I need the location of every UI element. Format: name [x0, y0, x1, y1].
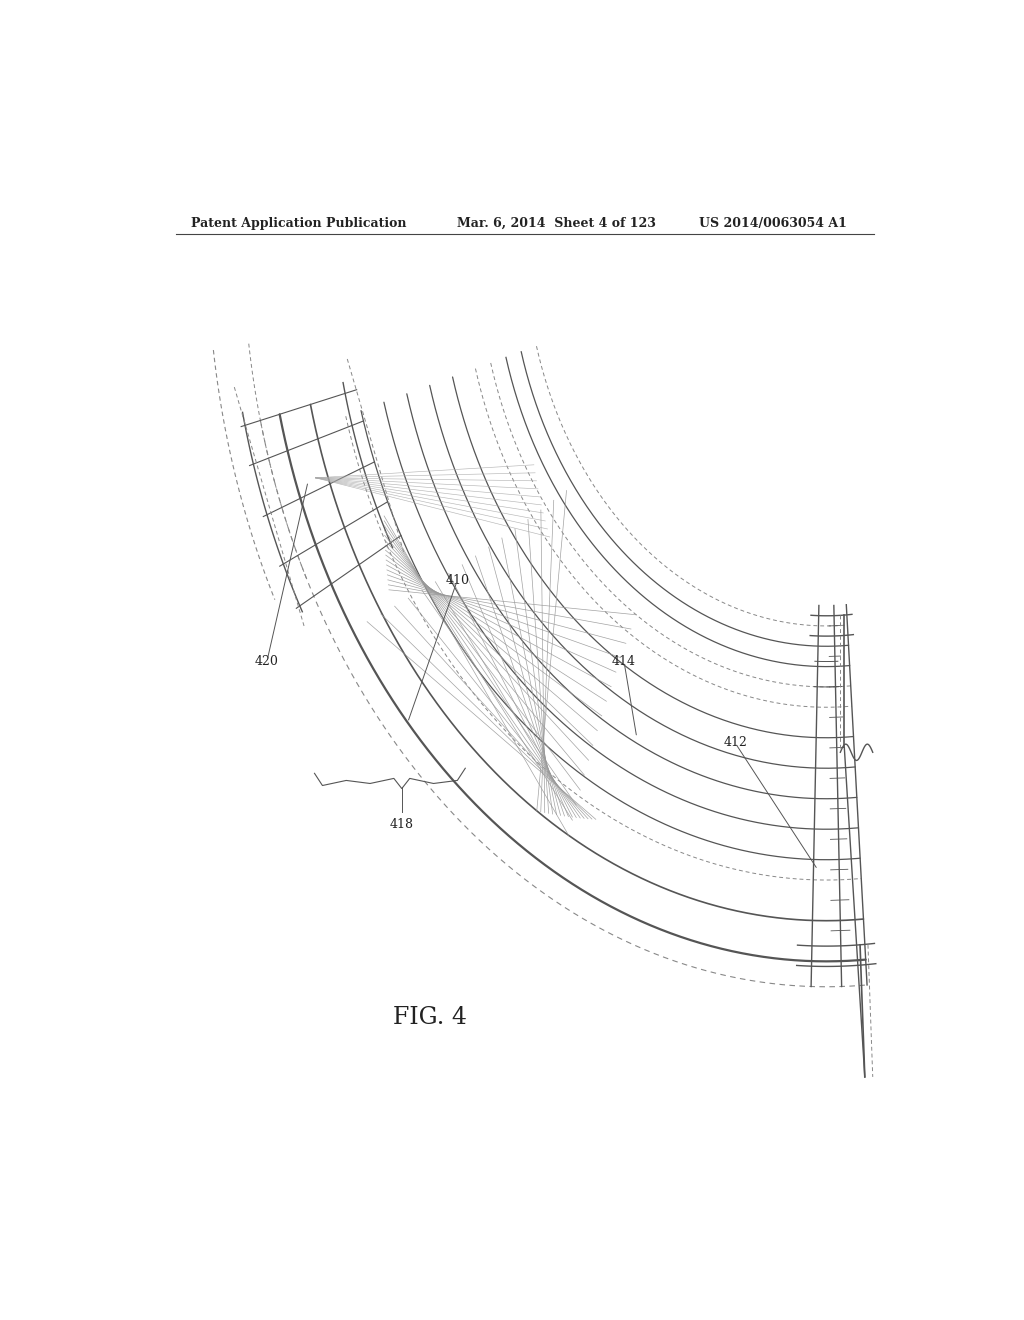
- Text: 412: 412: [723, 737, 748, 750]
- Text: 418: 418: [390, 817, 414, 830]
- Text: 414: 414: [612, 655, 636, 668]
- Text: 420: 420: [255, 655, 279, 668]
- Text: Mar. 6, 2014  Sheet 4 of 123: Mar. 6, 2014 Sheet 4 of 123: [458, 216, 656, 230]
- Text: US 2014/0063054 A1: US 2014/0063054 A1: [699, 216, 847, 230]
- Text: FIG. 4: FIG. 4: [392, 1006, 467, 1028]
- Text: 410: 410: [445, 574, 469, 586]
- Text: Patent Application Publication: Patent Application Publication: [191, 216, 407, 230]
